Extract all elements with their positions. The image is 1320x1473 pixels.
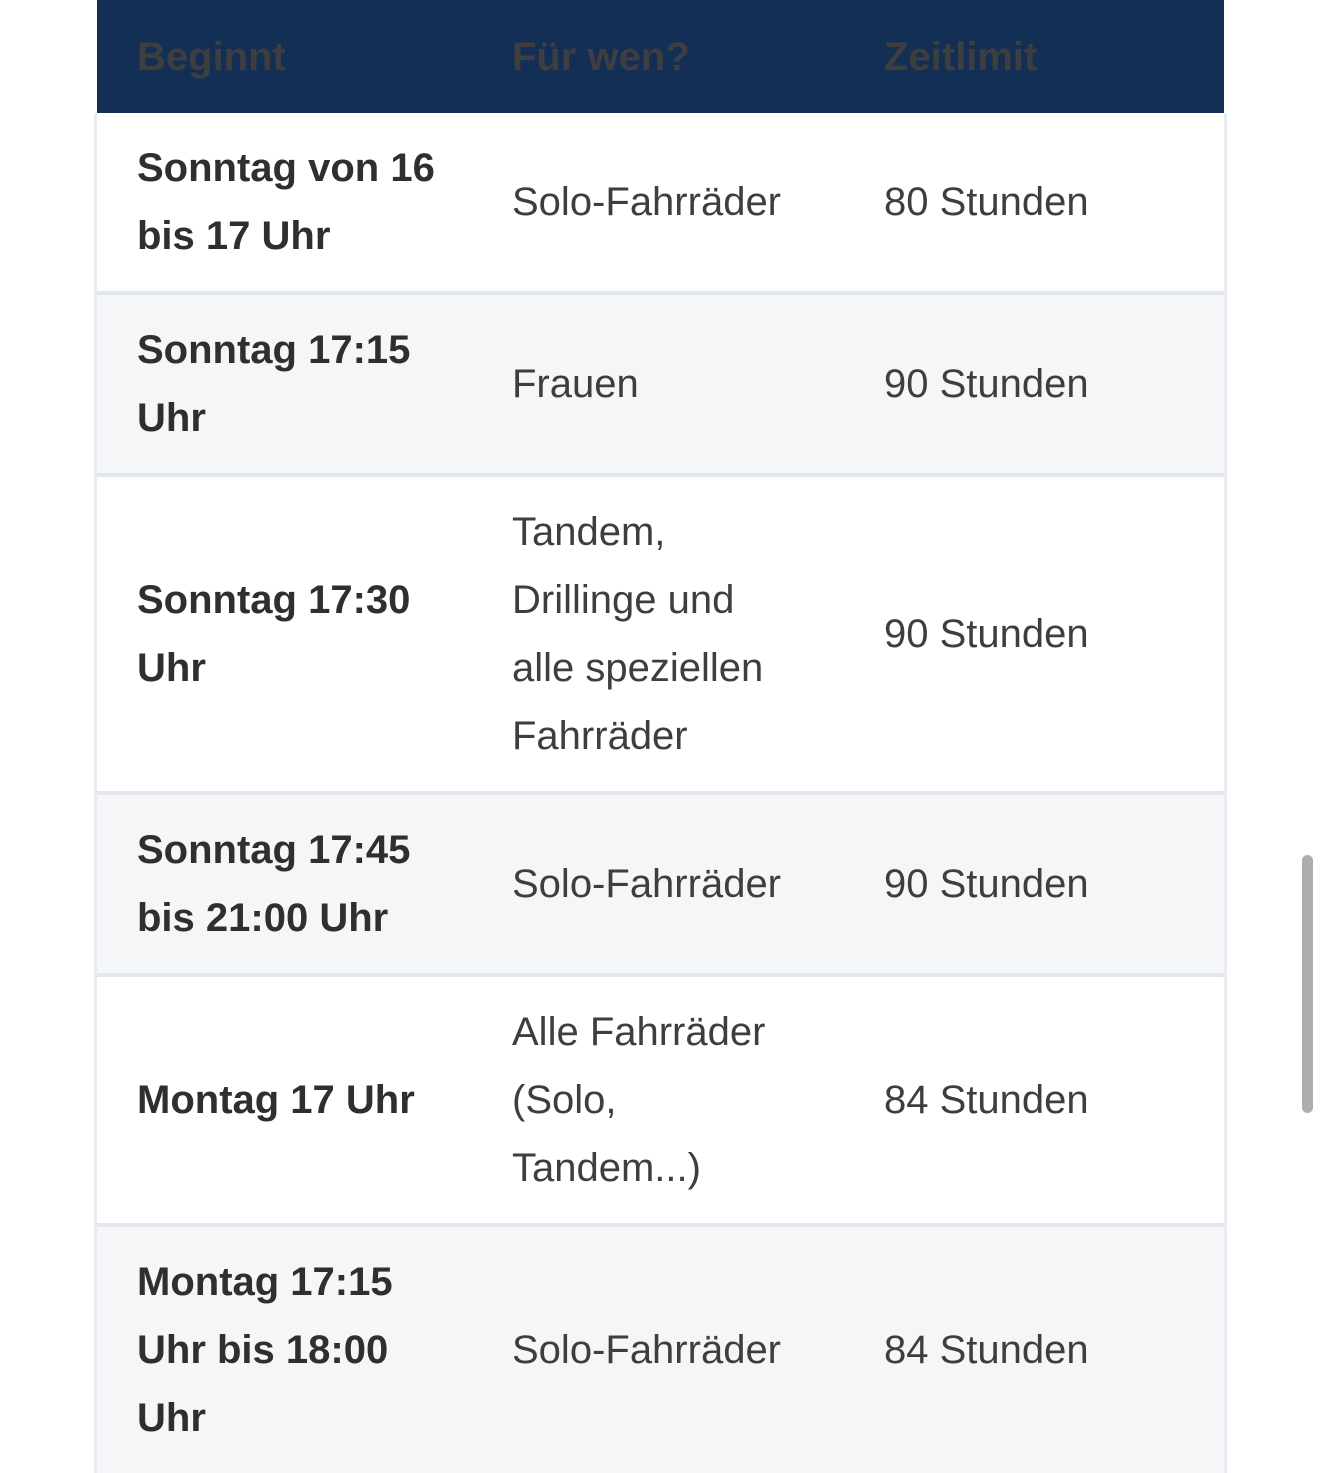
table-row: Sonntag 17:45 bis 21:00 Uhr Solo-Fahrräde… <box>97 791 1224 973</box>
table-row: Sonntag 17:15 Uhr Frauen 90 Stunden <box>97 291 1224 473</box>
cell-beginnt: Sonntag 17:15 Uhr <box>137 328 411 440</box>
cell-beginnt: Sonntag 17:45 bis 21:00 Uhr <box>137 828 411 940</box>
column-header-beginnt: Beginnt <box>137 34 286 79</box>
vertical-scrollbar-thumb[interactable] <box>1302 855 1313 1113</box>
table-row: Sonntag von 16 bis 17 Uhr Solo-Fahrräder 8… <box>97 113 1224 291</box>
column-header-zeitlimit: Zeitlimit <box>884 34 1038 79</box>
table-row: Sonntag 17:30 Uhr Tandem, Drillinge und a… <box>97 473 1224 791</box>
cell-zeitlimit: 90 Stunden <box>884 862 1089 906</box>
cell-fuer-wen: Solo-Fahrräder <box>512 180 782 224</box>
cell-beginnt: Montag 17:15 Uhr bis 18:00 Uhr <box>137 1260 393 1440</box>
table-row: Montag 17 Uhr Alle Fahrräder (Solo, Tande… <box>97 973 1224 1223</box>
cell-fuer-wen: Solo-Fahrräder <box>512 862 782 906</box>
column-header-fuer-wen: Für wen? <box>512 34 690 79</box>
cell-fuer-wen: Solo-Fahrräder <box>512 1328 782 1372</box>
cell-beginnt: Sonntag 17:30 Uhr <box>137 578 411 690</box>
table-row: Montag 17:15 Uhr bis 18:00 Uhr Solo-Fahrr… <box>97 1223 1224 1473</box>
cell-zeitlimit: 84 Stunden <box>884 1078 1089 1122</box>
table-header-row: Beginnt Für wen? Zeitlimit <box>97 0 1224 113</box>
cell-zeitlimit: 90 Stunden <box>884 362 1089 406</box>
cell-zeitlimit: 90 Stunden <box>884 612 1089 656</box>
cell-beginnt: Sonntag von 16 bis 17 Uhr <box>137 146 435 258</box>
cell-zeitlimit: 80 Stunden <box>884 180 1089 224</box>
cell-fuer-wen: Alle Fahrräder (Solo, Tandem...) <box>512 1010 766 1190</box>
cell-fuer-wen: Tandem, Drillinge und alle speziellen Fa… <box>512 510 764 758</box>
cell-zeitlimit: 84 Stunden <box>884 1328 1089 1372</box>
cell-beginnt: Montag 17 Uhr <box>137 1078 415 1122</box>
cell-fuer-wen: Frauen <box>512 362 639 406</box>
schedule-table: Beginnt Für wen? Zeitlimit Sonntag von 1… <box>97 0 1224 1473</box>
table-body: Sonntag von 16 bis 17 Uhr Solo-Fahrräder 8… <box>97 113 1224 1473</box>
